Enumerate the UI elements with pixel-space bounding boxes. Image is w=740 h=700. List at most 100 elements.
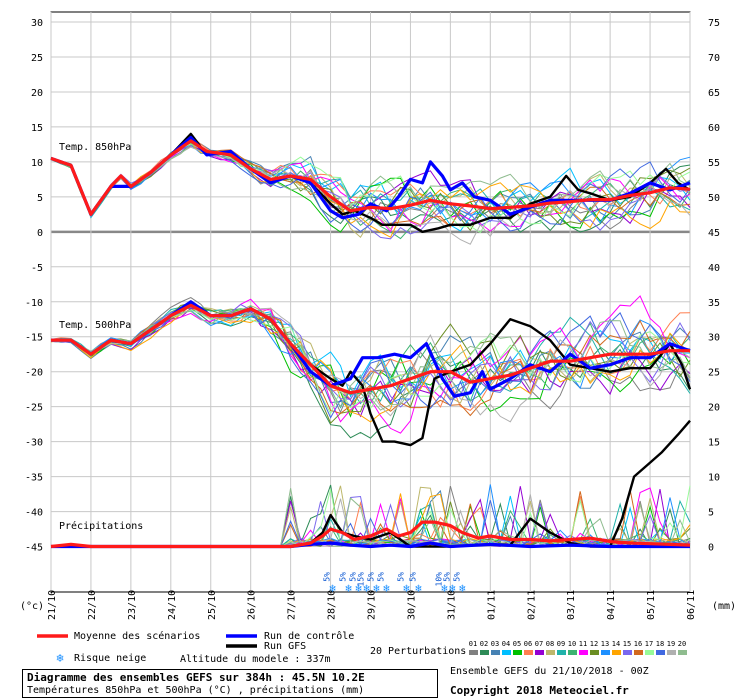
y-left-tick-label: -5 xyxy=(31,263,43,274)
perturbation-swatch xyxy=(634,650,643,655)
chart-title-box: Diagramme des ensembles GEFS sur 384h : … xyxy=(22,669,438,698)
perturbation-id-label: 11 xyxy=(579,640,587,648)
perturbation-swatch xyxy=(546,650,555,655)
perturbation-swatch xyxy=(568,650,577,655)
perturbation-20-t850-line xyxy=(50,144,691,216)
y-right-tick-label: 45 xyxy=(708,228,720,239)
perturbation-swatch xyxy=(656,650,665,655)
perturbation-id-label: 02 xyxy=(480,640,488,648)
y-left-tick-label: 15 xyxy=(31,123,43,134)
series-t500-line xyxy=(51,303,690,395)
y-left-tick-label: -35 xyxy=(25,473,43,484)
snow-risk-percent: 5% xyxy=(339,572,348,582)
snowflake-icon: ❄ xyxy=(415,582,422,595)
y-right-tick-label: 30 xyxy=(708,333,720,344)
snowflake-icon: ❄ xyxy=(383,582,390,595)
perturbation-swatch xyxy=(535,650,544,655)
y-right-tick-label: 60 xyxy=(708,123,720,134)
y-left-tick-label: -40 xyxy=(25,508,43,519)
perturbation-swatch xyxy=(623,650,632,655)
panel-label-precip: Précipitations xyxy=(59,520,143,532)
x-tick-label: 05/11 xyxy=(646,590,657,620)
panel-label-t500: Temp. 500hPa xyxy=(59,320,131,331)
y-left-tick-label: 30 xyxy=(31,18,43,29)
perturbation-14-t500-line xyxy=(50,304,691,423)
perturbation-swatch xyxy=(502,650,511,655)
legend-snow-label: Risque neige xyxy=(74,653,147,664)
perturbation-id-label: 12 xyxy=(590,640,598,648)
y-right-tick-label: 40 xyxy=(708,263,720,274)
x-tick-label: 23/10 xyxy=(127,590,138,620)
x-tick-label: 04/11 xyxy=(606,590,617,620)
legend-mean-label: Moyenne des scénarios xyxy=(74,631,201,642)
copyright: Copyright 2018 Meteociel.fr xyxy=(450,684,629,697)
y-right-tick-label: 5 xyxy=(708,508,714,519)
y-right-tick-label: 50 xyxy=(708,193,720,204)
x-tick-label: 21/10 xyxy=(47,590,58,620)
x-tick-label: 29/10 xyxy=(367,590,378,620)
snow-risk-percent: 15% xyxy=(357,572,366,587)
x-tick-label: 24/10 xyxy=(167,590,178,620)
run-info: Ensemble GEFS du 21/10/2018 - 00Z xyxy=(450,666,649,677)
x-tick-label: 31/10 xyxy=(446,590,457,620)
perturbation-id-label: 07 xyxy=(535,640,543,648)
perturbation-id-label: 09 xyxy=(557,640,565,648)
series-t850-line xyxy=(50,139,691,216)
snow-risk-percent: 5% xyxy=(323,572,332,582)
perturbation-id-label: 18 xyxy=(656,640,664,648)
x-tick-label: 06/11 xyxy=(686,590,697,620)
snow-risk-percent: 5% xyxy=(452,572,461,582)
chart-subtitle: Températures 850hPa et 500hPa (°C) , pré… xyxy=(27,685,365,696)
y-left-tick-label: -15 xyxy=(25,333,43,344)
perturbation-swatch xyxy=(524,650,533,655)
x-tick-label: 01/11 xyxy=(486,590,497,620)
y-right-tick-label: 65 xyxy=(708,88,720,99)
y-left-tick-label: -30 xyxy=(25,438,43,449)
perturbation-id-label: 19 xyxy=(667,640,675,648)
y-left-tick-label: 10 xyxy=(31,158,43,169)
perturbation-swatch xyxy=(579,650,588,655)
perturbation-swatch xyxy=(612,650,621,655)
legend-snowflake-icon: ❄ xyxy=(56,651,63,665)
chart-title: Diagramme des ensembles GEFS sur 384h : … xyxy=(27,671,365,684)
perturbation-swatch xyxy=(667,650,676,655)
snow-risk-percent: 5% xyxy=(349,572,358,582)
x-tick-label: 25/10 xyxy=(207,590,218,620)
snowflake-icon: ❄ xyxy=(345,582,352,595)
panel-label-t850: Temp. 850hPa xyxy=(59,142,131,153)
snow-risk-percent: 5% xyxy=(366,572,375,582)
y-right-tick-label: 75 xyxy=(708,18,720,29)
y-right-tick-label: 25 xyxy=(708,368,720,379)
perturbation-id-label: 15 xyxy=(623,640,631,648)
perturbation-id-label: 01 xyxy=(469,640,477,648)
x-tick-label: 27/10 xyxy=(287,590,298,620)
y-left-tick-label: 25 xyxy=(31,53,43,64)
snowflake-icon: ❄ xyxy=(441,582,448,595)
x-tick-label: 30/10 xyxy=(406,590,417,620)
perturbation-id-label: 16 xyxy=(634,640,642,648)
y-left-tick-label: 5 xyxy=(37,193,43,204)
perturbation-18-t500-line xyxy=(50,307,691,419)
perturbation-swatch xyxy=(601,650,610,655)
perturbation-id-label: 04 xyxy=(502,640,510,648)
y-left-tick-label: -20 xyxy=(25,368,43,379)
perturbation-swatch xyxy=(469,650,478,655)
y-right-tick-label: 0 xyxy=(708,543,714,554)
perturbation-6-t850-line xyxy=(50,134,691,228)
snowflake-icon: ❄ xyxy=(373,582,380,595)
y-right-tick-label: 35 xyxy=(708,298,720,309)
snowflake-icon: ❄ xyxy=(403,582,410,595)
perturbation-id-label: 06 xyxy=(524,640,532,648)
y-right-tick-label: 70 xyxy=(708,53,720,64)
perturbation-id-label: 20 xyxy=(678,640,686,648)
perturbation-id-label: 10 xyxy=(568,640,576,648)
perturbation-id-label: 13 xyxy=(601,640,609,648)
x-tick-label: 03/11 xyxy=(566,590,577,620)
snow-risk-percent: 5% xyxy=(408,572,417,582)
series-precip-line xyxy=(51,541,690,549)
perturbation-id-label: 17 xyxy=(645,640,653,648)
snowflake-icon: ❄ xyxy=(459,582,466,595)
y-left-tick-label: 20 xyxy=(31,88,43,99)
series-precip-line xyxy=(50,520,691,549)
